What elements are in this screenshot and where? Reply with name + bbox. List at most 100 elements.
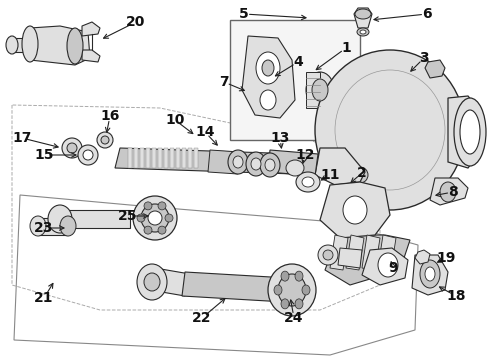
Polygon shape: [412, 255, 448, 295]
Ellipse shape: [101, 136, 109, 144]
Text: 5: 5: [239, 7, 249, 21]
Text: 7: 7: [219, 75, 229, 89]
Ellipse shape: [286, 160, 304, 176]
Ellipse shape: [352, 167, 368, 183]
Bar: [306, 72, 320, 108]
Ellipse shape: [260, 90, 276, 110]
Polygon shape: [12, 38, 32, 52]
Ellipse shape: [440, 182, 456, 202]
Text: 21: 21: [34, 291, 54, 305]
Ellipse shape: [315, 50, 465, 210]
Polygon shape: [362, 235, 380, 270]
Polygon shape: [378, 235, 396, 270]
Polygon shape: [448, 96, 478, 168]
Text: 16: 16: [100, 109, 120, 123]
Polygon shape: [330, 235, 348, 270]
Polygon shape: [362, 248, 408, 285]
Polygon shape: [182, 148, 186, 168]
Polygon shape: [152, 148, 156, 168]
Polygon shape: [338, 248, 362, 268]
Ellipse shape: [158, 202, 166, 210]
Text: 18: 18: [446, 289, 466, 303]
Text: 24: 24: [284, 311, 304, 325]
Ellipse shape: [343, 196, 367, 224]
Ellipse shape: [158, 226, 166, 234]
Ellipse shape: [281, 271, 289, 281]
Ellipse shape: [302, 177, 314, 187]
Polygon shape: [354, 8, 372, 28]
Ellipse shape: [144, 273, 160, 291]
Ellipse shape: [296, 172, 320, 192]
Ellipse shape: [233, 156, 243, 168]
Text: 2: 2: [357, 166, 367, 180]
Ellipse shape: [306, 72, 334, 108]
Ellipse shape: [148, 211, 162, 225]
Text: 13: 13: [270, 131, 290, 145]
Ellipse shape: [165, 214, 173, 222]
Polygon shape: [164, 148, 168, 168]
Ellipse shape: [295, 271, 303, 281]
Ellipse shape: [312, 79, 328, 101]
Polygon shape: [170, 148, 174, 168]
Ellipse shape: [144, 202, 152, 210]
Text: 23: 23: [34, 221, 54, 235]
Polygon shape: [315, 148, 365, 185]
Polygon shape: [128, 148, 132, 168]
Ellipse shape: [97, 132, 113, 148]
Ellipse shape: [278, 274, 306, 306]
Polygon shape: [320, 182, 390, 238]
Ellipse shape: [268, 264, 316, 316]
Polygon shape: [425, 60, 445, 78]
Bar: [230, 20, 360, 140]
Polygon shape: [82, 50, 100, 62]
Ellipse shape: [30, 216, 46, 236]
Polygon shape: [188, 148, 192, 168]
Ellipse shape: [83, 150, 93, 160]
Ellipse shape: [133, 196, 177, 240]
Ellipse shape: [355, 9, 371, 19]
Polygon shape: [346, 235, 364, 270]
Ellipse shape: [60, 216, 76, 236]
Text: 8: 8: [448, 185, 458, 199]
Ellipse shape: [228, 150, 248, 174]
Ellipse shape: [48, 205, 72, 233]
Ellipse shape: [262, 60, 274, 76]
Ellipse shape: [360, 30, 366, 34]
Ellipse shape: [67, 143, 77, 153]
Text: 4: 4: [293, 55, 303, 69]
Ellipse shape: [246, 152, 266, 176]
Text: 12: 12: [295, 148, 315, 162]
Ellipse shape: [460, 110, 480, 154]
Polygon shape: [242, 36, 295, 118]
Polygon shape: [82, 22, 100, 36]
Polygon shape: [134, 148, 138, 168]
Polygon shape: [115, 148, 300, 174]
Text: 10: 10: [165, 113, 185, 127]
Ellipse shape: [323, 250, 333, 260]
Polygon shape: [430, 178, 468, 205]
Ellipse shape: [318, 245, 338, 265]
Ellipse shape: [302, 285, 310, 295]
Text: 15: 15: [34, 148, 54, 162]
Text: 6: 6: [422, 7, 432, 21]
Polygon shape: [60, 210, 130, 228]
Text: 17: 17: [12, 131, 32, 145]
Ellipse shape: [425, 267, 435, 281]
Text: 19: 19: [436, 251, 456, 265]
Polygon shape: [140, 148, 144, 168]
Ellipse shape: [454, 98, 486, 166]
Ellipse shape: [67, 28, 83, 64]
Polygon shape: [158, 148, 162, 168]
Text: 20: 20: [126, 15, 146, 29]
Polygon shape: [208, 150, 240, 174]
Ellipse shape: [251, 158, 261, 170]
Text: 22: 22: [192, 311, 212, 325]
Polygon shape: [268, 150, 318, 176]
Ellipse shape: [137, 264, 167, 300]
Ellipse shape: [78, 145, 98, 165]
Ellipse shape: [144, 226, 152, 234]
Ellipse shape: [281, 299, 289, 309]
Polygon shape: [150, 268, 190, 296]
Polygon shape: [30, 26, 90, 65]
Ellipse shape: [378, 253, 398, 277]
